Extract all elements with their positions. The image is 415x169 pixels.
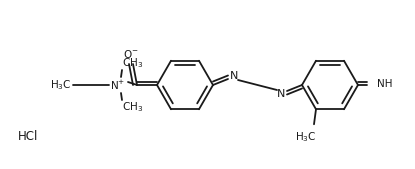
Text: O$^{-}$: O$^{-}$ bbox=[123, 48, 139, 60]
Text: N: N bbox=[230, 71, 238, 81]
Text: CH$_3$: CH$_3$ bbox=[122, 100, 143, 114]
Text: N$^{+}$: N$^{+}$ bbox=[110, 78, 126, 92]
Text: H$_3$C: H$_3$C bbox=[295, 130, 317, 144]
Text: NH: NH bbox=[377, 79, 393, 89]
Text: CH$_3$: CH$_3$ bbox=[122, 56, 143, 70]
Text: HCl: HCl bbox=[18, 130, 38, 143]
Text: N: N bbox=[277, 89, 285, 99]
Text: H$_3$C: H$_3$C bbox=[51, 78, 72, 92]
